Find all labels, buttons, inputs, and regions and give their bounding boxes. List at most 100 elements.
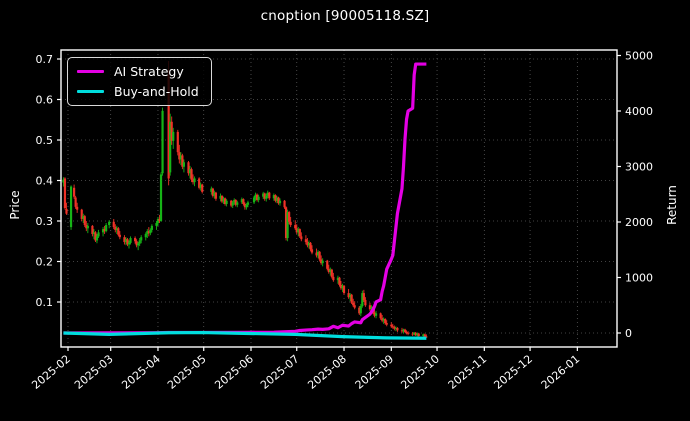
candle-body: [370, 306, 373, 310]
svg-text:2025-03: 2025-03: [72, 352, 116, 392]
candle-body: [318, 251, 321, 260]
candle-body: [167, 75, 170, 179]
candle-body: [349, 294, 352, 298]
candle-body: [338, 277, 341, 285]
candle-body: [364, 299, 367, 306]
ai-strategy-line: [63, 62, 427, 335]
candle-body: [144, 233, 147, 238]
svg-text:2026-01: 2026-01: [539, 352, 583, 392]
candle-body: [156, 218, 160, 224]
candle-body: [339, 284, 343, 289]
candle-body: [138, 240, 141, 244]
candle-body: [191, 179, 195, 183]
candle-body: [390, 324, 393, 327]
candle-body: [243, 203, 246, 208]
svg-text:2025-07: 2025-07: [258, 352, 302, 392]
candle-body: [129, 238, 132, 243]
candle-body: [147, 231, 150, 234]
svg-text:2025-10: 2025-10: [398, 352, 442, 392]
candle-body: [284, 207, 288, 239]
candle-body: [155, 223, 158, 226]
candle-body: [211, 188, 214, 196]
candle-body: [74, 197, 77, 207]
candle-body: [176, 131, 179, 153]
candle-body: [137, 243, 140, 246]
candle-body: [317, 251, 320, 256]
legend-item-buy-and-hold: Buy-and-Hold: [77, 84, 199, 99]
candle-body: [307, 242, 311, 246]
candle-body: [115, 228, 118, 230]
candle-body: [112, 221, 115, 228]
candle-body: [423, 334, 426, 337]
svg-text:2025-12: 2025-12: [491, 352, 535, 392]
candle-body: [300, 236, 303, 240]
candle-body: [223, 198, 227, 204]
candle-body: [406, 332, 410, 334]
candle-body: [201, 184, 204, 192]
candle-body: [422, 334, 425, 337]
candle-body: [417, 333, 420, 337]
candle-body: [82, 216, 85, 219]
candle-body: [326, 260, 329, 269]
legend: AI Strategy Buy-and-Hold: [67, 57, 212, 106]
candle-body: [381, 318, 384, 321]
candle-body: [73, 187, 76, 197]
svg-text:2025-02: 2025-02: [29, 352, 73, 392]
candle-body: [242, 199, 245, 204]
candle-body: [126, 239, 129, 245]
svg-text:1000: 1000: [625, 271, 653, 284]
candle-body: [274, 195, 277, 201]
candle-body: [256, 194, 259, 200]
candle-body: [379, 313, 382, 319]
buy-and-hold-line: [63, 330, 427, 340]
y-axis-label-price: Price: [8, 190, 22, 220]
candle-body: [394, 327, 397, 329]
candle-body: [393, 327, 396, 329]
candle-body: [411, 333, 414, 335]
candle-body: [353, 305, 356, 308]
svg-text:0: 0: [625, 327, 632, 340]
candle-body: [310, 249, 314, 253]
candle-body: [63, 178, 67, 209]
x-tick-labels: 2025-02 2025-03 2025-04 2025-05 2025-06 2025-…: [29, 352, 582, 392]
candle-body: [76, 206, 79, 210]
candle-body: [385, 323, 388, 325]
candle-body: [277, 197, 280, 204]
candle-body: [309, 242, 312, 250]
candle-body: [396, 327, 399, 331]
candle-body: [382, 319, 385, 321]
y-tick-labels-return: 0 1000 2000 3000 4000 5000: [625, 49, 653, 340]
candle-body: [158, 218, 161, 221]
candle-body: [140, 237, 143, 241]
candle-body: [402, 329, 405, 332]
svg-text:2025-11: 2025-11: [446, 352, 490, 392]
legend-label-buy-and-hold: Buy-and-Hold: [114, 84, 199, 99]
candle-body: [240, 199, 243, 203]
candle-body: [304, 239, 307, 243]
candle-body: [92, 232, 96, 234]
candle-body: [252, 197, 256, 203]
candle-body: [172, 131, 175, 141]
candle-body: [83, 216, 86, 226]
candle-body: [278, 200, 282, 204]
candle-body: [405, 331, 408, 333]
candle-body: [368, 305, 372, 310]
candle-body: [275, 197, 279, 201]
svg-text:2025-08: 2025-08: [305, 352, 349, 392]
svg-text:2025-04: 2025-04: [119, 352, 163, 392]
candle-body: [214, 192, 218, 199]
svg-text:0.5: 0.5: [36, 134, 54, 147]
candle-body: [245, 204, 248, 208]
candle-body: [65, 208, 68, 214]
candle-body: [187, 162, 190, 174]
candle-body: [220, 195, 224, 202]
candle-body: [95, 236, 99, 241]
candle-body: [91, 225, 94, 234]
candle-body: [225, 200, 228, 204]
candle-body: [193, 178, 196, 183]
candle-body: [341, 285, 344, 289]
candle-body: [332, 276, 335, 281]
candle-body: [359, 306, 362, 314]
candle-body: [246, 202, 250, 205]
y-tick-labels-price: 0.1 0.2 0.3 0.4 0.5 0.6 0.7: [36, 53, 54, 309]
